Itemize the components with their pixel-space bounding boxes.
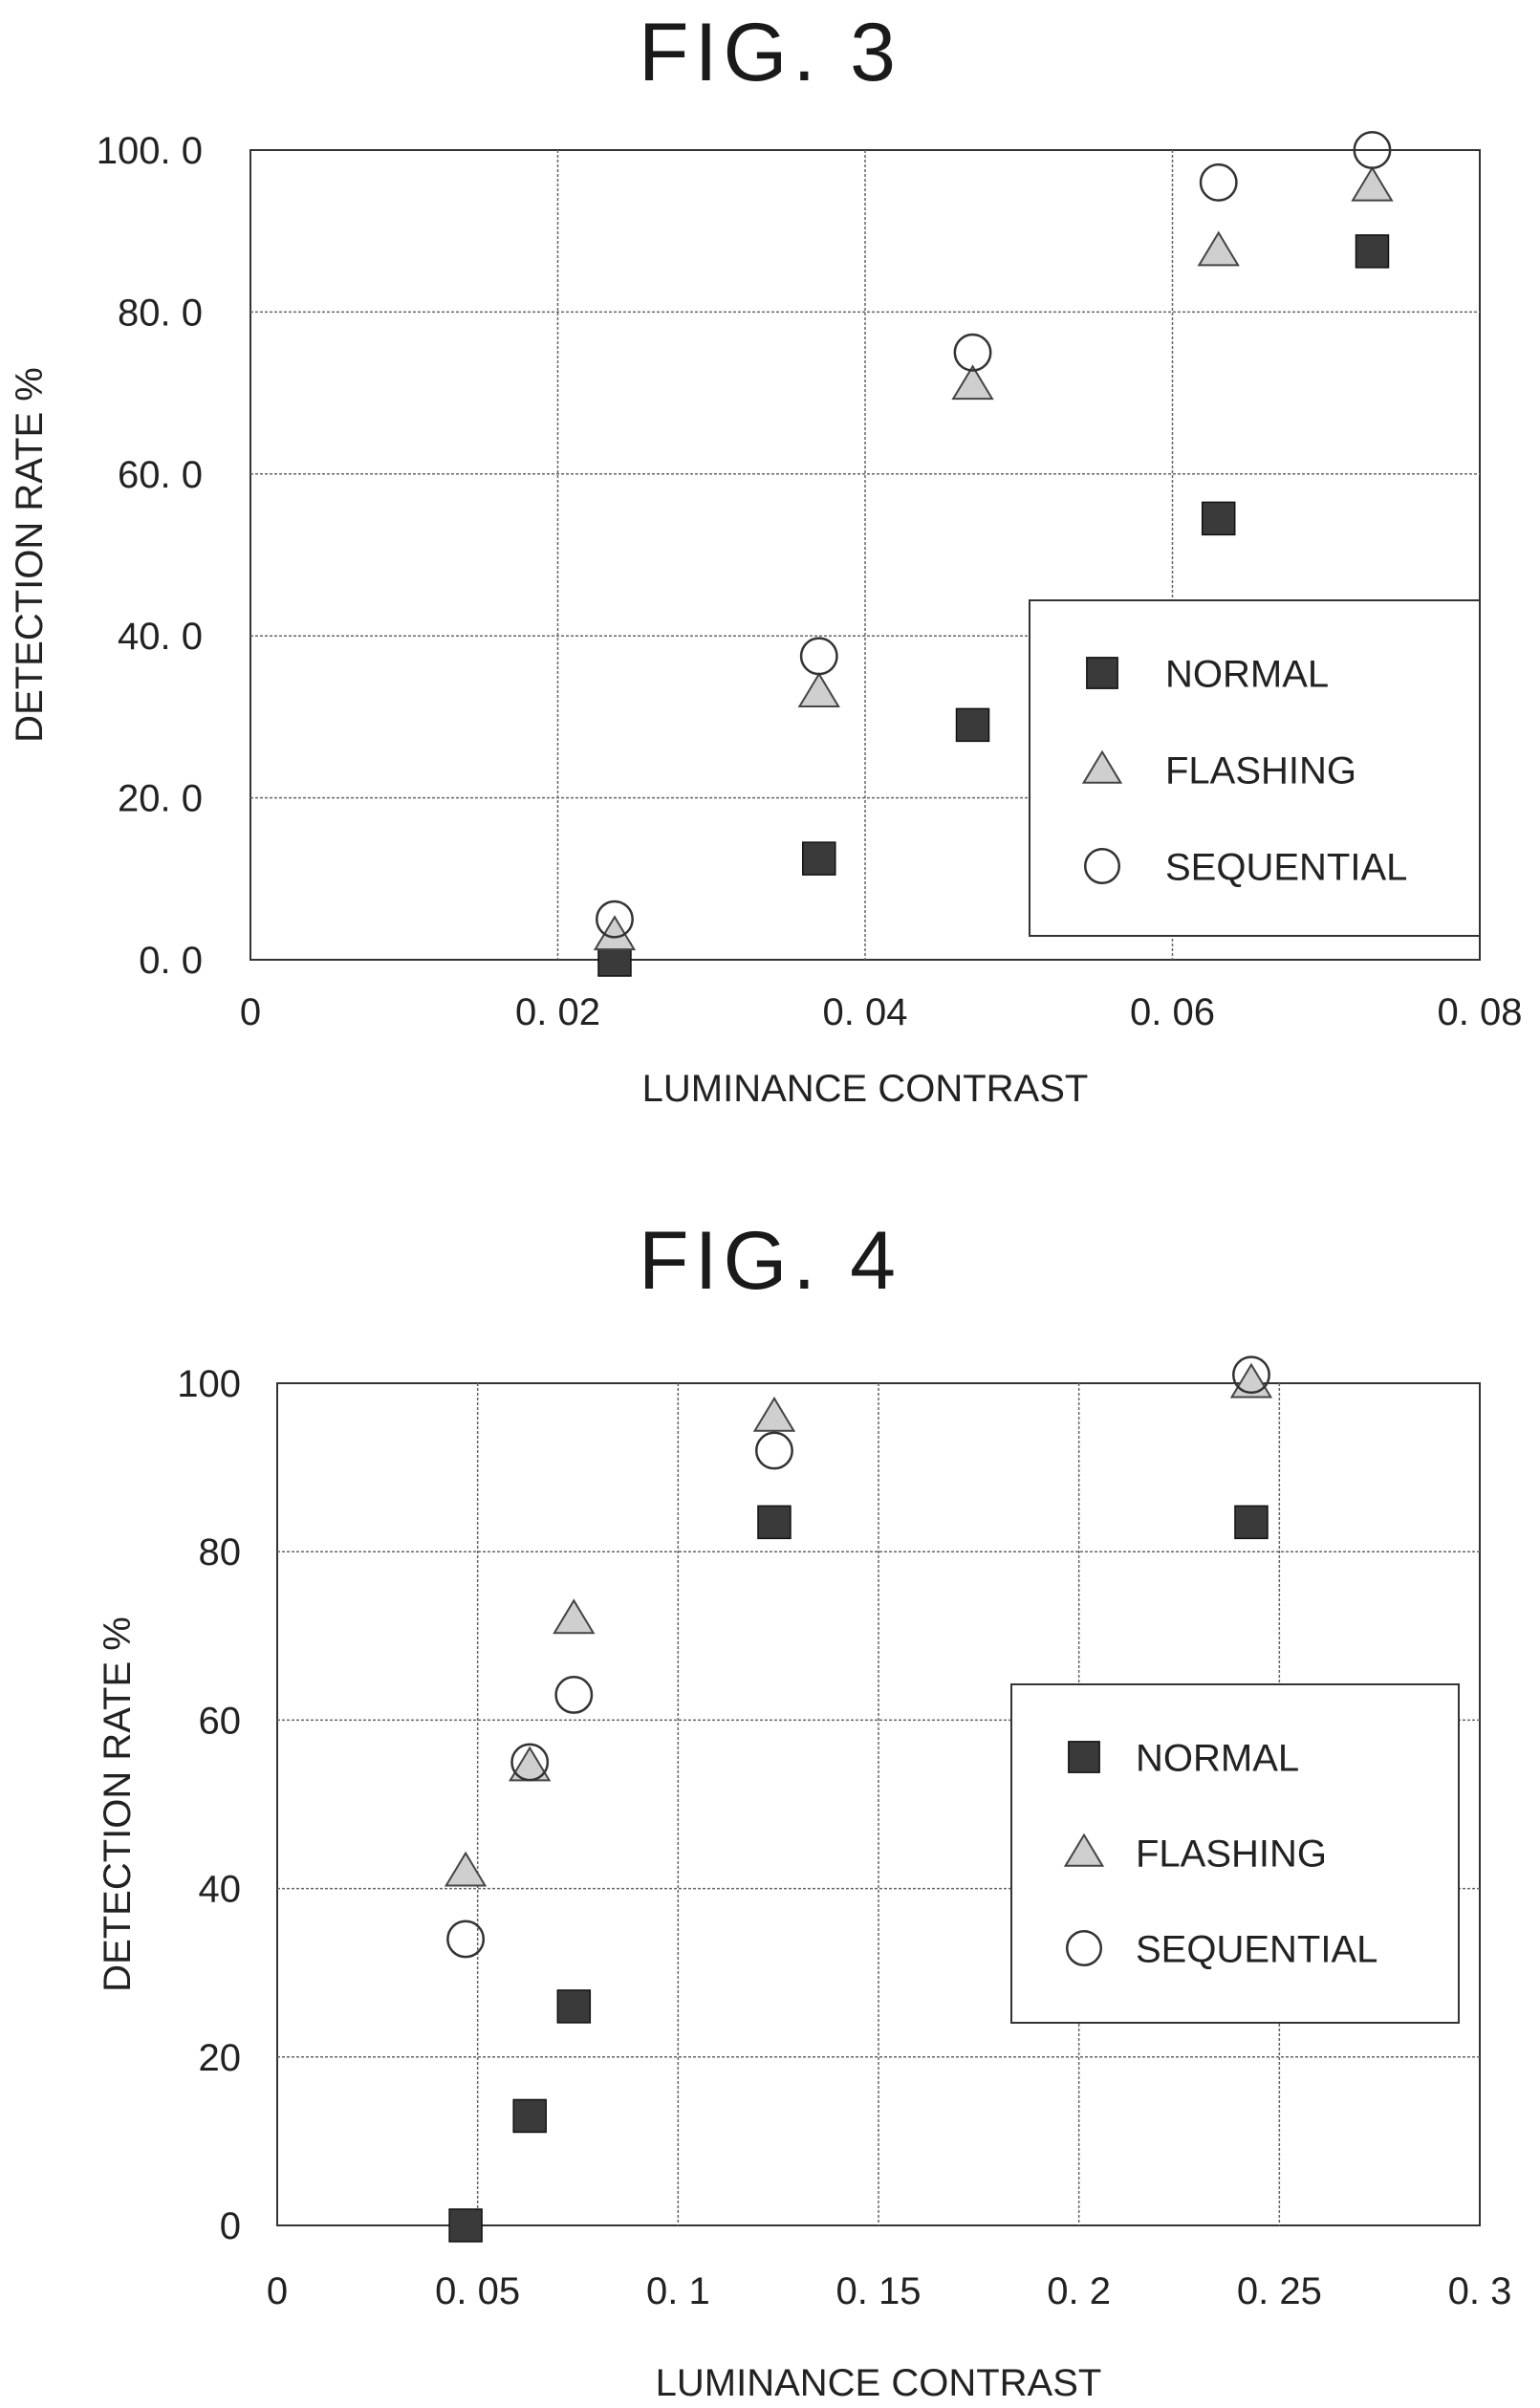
- y-tick-label: 20: [199, 2037, 242, 2079]
- y-tick-label: 40. 0: [118, 616, 203, 658]
- fig3-scatter-chart: 0 0. 02 0. 04 0. 06 0. 080. 020. 040. 060. 0…: [9, 130, 1523, 1110]
- legend-marker-sequential: [1083, 847, 1121, 885]
- data-point-normal: [1201, 501, 1236, 536]
- legend-marker-flashing: [1081, 749, 1123, 784]
- y-tick-label: 40: [199, 1869, 242, 1911]
- y-tick-label: 80. 0: [118, 292, 203, 334]
- data-point-sequential: [799, 637, 838, 676]
- y-axis-label: DETECTION RATE %: [97, 1616, 139, 1992]
- data-point-sequential: [1353, 131, 1392, 169]
- data-point-sequential: [953, 333, 992, 372]
- data-point-flashing: [1351, 165, 1394, 202]
- y-axis-label: DETECTION RATE %: [9, 367, 51, 743]
- x-tick-label: 0: [240, 991, 261, 1033]
- data-point-flashing: [1197, 230, 1240, 267]
- legend-marker-normal: [1086, 657, 1118, 689]
- y-tick-label: 100. 0: [97, 130, 203, 172]
- legend-label-sequential: SEQUENTIAL: [1165, 846, 1407, 888]
- legend-marker-normal: [1068, 1741, 1100, 1773]
- x-tick-label: 0. 08: [1438, 991, 1523, 1033]
- data-point-normal: [1355, 234, 1390, 269]
- x-tick-label: 0. 2: [1047, 2270, 1111, 2312]
- data-point-sequential: [1199, 163, 1238, 202]
- x-axis-label: LUMINANCE CONTRAST: [656, 2362, 1102, 2404]
- figure-title: FIG. 3: [639, 7, 901, 98]
- figure-3: FIG. 3 0 0. 02 0. 04 0. 06 0. 08 0. 0 20. 0 40.…: [0, 0, 1540, 1176]
- x-axis-label: LUMINANCE CONTRAST: [642, 1068, 1089, 1110]
- data-point-sequential: [1232, 1356, 1270, 1395]
- data-point-normal: [802, 841, 836, 876]
- data-point-normal: [757, 1505, 792, 1540]
- legend-label-normal: NORMAL: [1165, 653, 1329, 695]
- x-tick-label: 0. 04: [823, 991, 908, 1033]
- data-point-sequential: [755, 1431, 793, 1470]
- x-tick-label: 0. 1: [646, 2270, 710, 2312]
- legend-label-normal: NORMAL: [1136, 1737, 1299, 1779]
- legend-marker-flashing: [1063, 1833, 1105, 1867]
- data-point-flashing: [553, 1598, 596, 1635]
- data-point-sequential: [446, 1920, 486, 1959]
- y-tick-label: 0: [220, 2205, 241, 2247]
- data-point-normal: [1234, 1505, 1269, 1540]
- data-point-flashing: [752, 1396, 796, 1432]
- data-point-normal: [955, 707, 990, 743]
- y-tick-label: 20. 0: [118, 778, 203, 820]
- fig4-scatter-chart: 0 0. 05 0. 1 0. 15 0. 2 0. 25 0. 3 0 20 40 60 80 100…: [97, 1356, 1512, 2404]
- data-point-sequential: [554, 1676, 594, 1714]
- data-point-sequential: [510, 1743, 550, 1782]
- data-point-flashing: [444, 1851, 488, 1887]
- x-tick-label: 0. 02: [515, 991, 600, 1033]
- x-tick-label: 0. 3: [1448, 2270, 1512, 2312]
- y-tick-label: 100: [177, 1363, 241, 1405]
- data-point-normal: [512, 2098, 547, 2134]
- y-tick-label: 60: [199, 1700, 242, 1742]
- figure-4: FIG. 4 0 0. 05 0. 1 0. 15 0. 2 0. 25 0. 3 0 20 40…: [0, 1185, 1540, 2408]
- x-tick-label: 0: [267, 2270, 288, 2312]
- data-point-flashing: [951, 364, 994, 401]
- data-point-normal: [556, 1989, 592, 2024]
- data-point-sequential: [596, 900, 634, 939]
- data-point-normal: [448, 2208, 483, 2243]
- x-tick-label: 0. 25: [1237, 2270, 1322, 2312]
- legend-label-sequential: SEQUENTIAL: [1136, 1928, 1377, 1970]
- x-tick-label: 0. 15: [836, 2270, 922, 2312]
- legend-marker-sequential: [1065, 1929, 1103, 1967]
- y-tick-label: 0. 0: [139, 940, 203, 982]
- data-point-flashing: [797, 672, 840, 708]
- y-tick-label: 60. 0: [118, 454, 203, 496]
- y-tick-label: 80: [199, 1531, 242, 1573]
- x-tick-label: 0. 05: [435, 2270, 520, 2312]
- x-tick-label: 0. 06: [1130, 991, 1215, 1033]
- figure-title: FIG. 4: [639, 1215, 901, 1307]
- legend-label-flashing: FLASHING: [1165, 749, 1356, 792]
- legend-label-flashing: FLASHING: [1136, 1833, 1327, 1875]
